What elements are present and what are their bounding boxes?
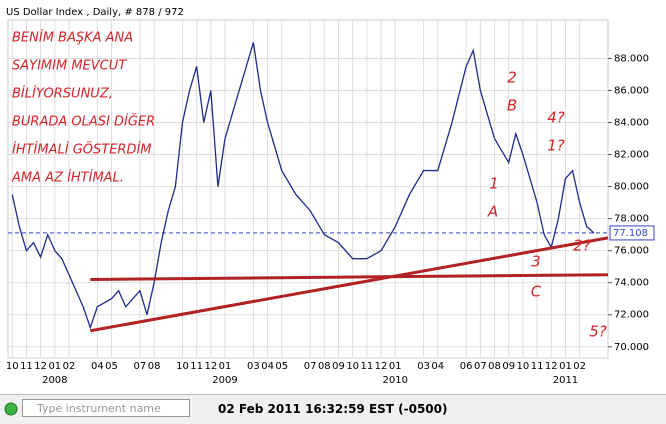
annotation: İHTİMALİ GÖSTERDİM	[12, 141, 152, 158]
year-label: 2009	[212, 375, 237, 386]
plot-frame	[7, 19, 609, 359]
y-tick-label: 70.000	[614, 342, 649, 353]
y-tick-label: 80.000	[614, 182, 649, 193]
y-tick-label: 88.000	[614, 53, 649, 64]
price-line	[11, 42, 595, 330]
x-tick-label: 04	[431, 361, 444, 372]
connection-icon	[4, 402, 18, 416]
x-tick-label: 09	[502, 361, 515, 372]
wave-label: A	[487, 203, 498, 221]
status-bar: Type instrument name 02 Feb 2011 16:32:5…	[0, 394, 666, 424]
x-tick-label: 07	[474, 361, 487, 372]
annotation: BURADA OLASI DİĞER	[12, 114, 155, 130]
x-tick-label: 08	[148, 361, 161, 372]
chart: US Dollar Index , Daily, # 878 / 972 70.…	[5, 7, 655, 386]
x-tick-label: 12	[34, 361, 47, 372]
x-tick-label: 11	[360, 361, 373, 372]
trend-line	[90, 236, 609, 333]
x-tick-label: 12	[375, 361, 388, 372]
x-tick-label: 10	[176, 361, 189, 372]
wave-label: B	[507, 97, 517, 115]
year-label: 2008	[42, 375, 67, 386]
x-tick-label: 11	[531, 361, 544, 372]
x-tick-label: 04	[261, 361, 274, 372]
x-tick-label: 05	[275, 361, 288, 372]
y-tick-label: 72.000	[614, 310, 649, 321]
x-tick-label: 07	[134, 361, 147, 372]
x-tick-label: 06	[460, 361, 473, 372]
x-tick-label: 01	[389, 361, 402, 372]
trend-line	[90, 273, 609, 282]
x-tick-label: 05	[105, 361, 118, 372]
y-tick-label: 82.000	[614, 150, 649, 161]
x-tick-label: 02	[63, 361, 76, 372]
x-tick-label: 11	[20, 361, 33, 372]
wave-label: 5?	[589, 323, 607, 341]
y-tick-label: 84.000	[614, 118, 649, 129]
x-tick-label: 02	[573, 361, 586, 372]
x-tick-label: 03	[247, 361, 260, 372]
annotation: SAYIMIM MEVCUT	[12, 59, 127, 74]
annotation: BENİM BAŞKA ANA	[12, 30, 133, 46]
x-tick-label: 03	[417, 361, 430, 372]
annotation: BİLİYORSUNUZ,	[12, 86, 113, 102]
x-tick-label: 01	[219, 361, 232, 372]
wave-label: 1?	[547, 137, 565, 155]
chart-title: US Dollar Index , Daily, # 878 / 972	[6, 7, 184, 18]
year-label: 2010	[383, 375, 408, 386]
wave-label: 1	[489, 175, 499, 193]
x-tick-label: 10	[6, 361, 19, 372]
wave-label: C	[531, 283, 542, 301]
y-tick-label: 74.000	[614, 278, 649, 289]
y-tick-label: 76.000	[614, 246, 649, 257]
y-tick-label: 78.000	[614, 214, 649, 225]
x-tick-label: 10	[346, 361, 359, 372]
x-tick-label: 07	[304, 361, 317, 372]
x-tick-label: 01	[48, 361, 61, 372]
x-tick-label: 10	[517, 361, 530, 372]
x-tick-label: 08	[318, 361, 331, 372]
x-tick-label: 11	[190, 361, 203, 372]
instrument-search[interactable]: Type instrument name	[22, 399, 190, 417]
wave-label: 3	[531, 253, 541, 271]
x-tick-label: 09	[332, 361, 345, 372]
wave-label: 2	[507, 69, 517, 87]
wave-label: 4?	[547, 109, 565, 127]
x-tick-label: 04	[91, 361, 104, 372]
x-tick-label: 12	[204, 361, 217, 372]
x-tick-label: 12	[545, 361, 558, 372]
wave-label: 2?	[573, 237, 591, 255]
last-price-box	[609, 225, 655, 241]
x-tick-label: 08	[488, 361, 501, 372]
x-tick-label: 01	[559, 361, 572, 372]
year-label: 2011	[553, 375, 578, 386]
annotation: AMA AZ İHTİMAL.	[11, 170, 124, 186]
last-price-label: 77.108	[613, 228, 648, 239]
timestamp: 02 Feb 2011 16:32:59 EST (-0500)	[218, 402, 448, 416]
y-tick-label: 86.000	[614, 85, 649, 96]
